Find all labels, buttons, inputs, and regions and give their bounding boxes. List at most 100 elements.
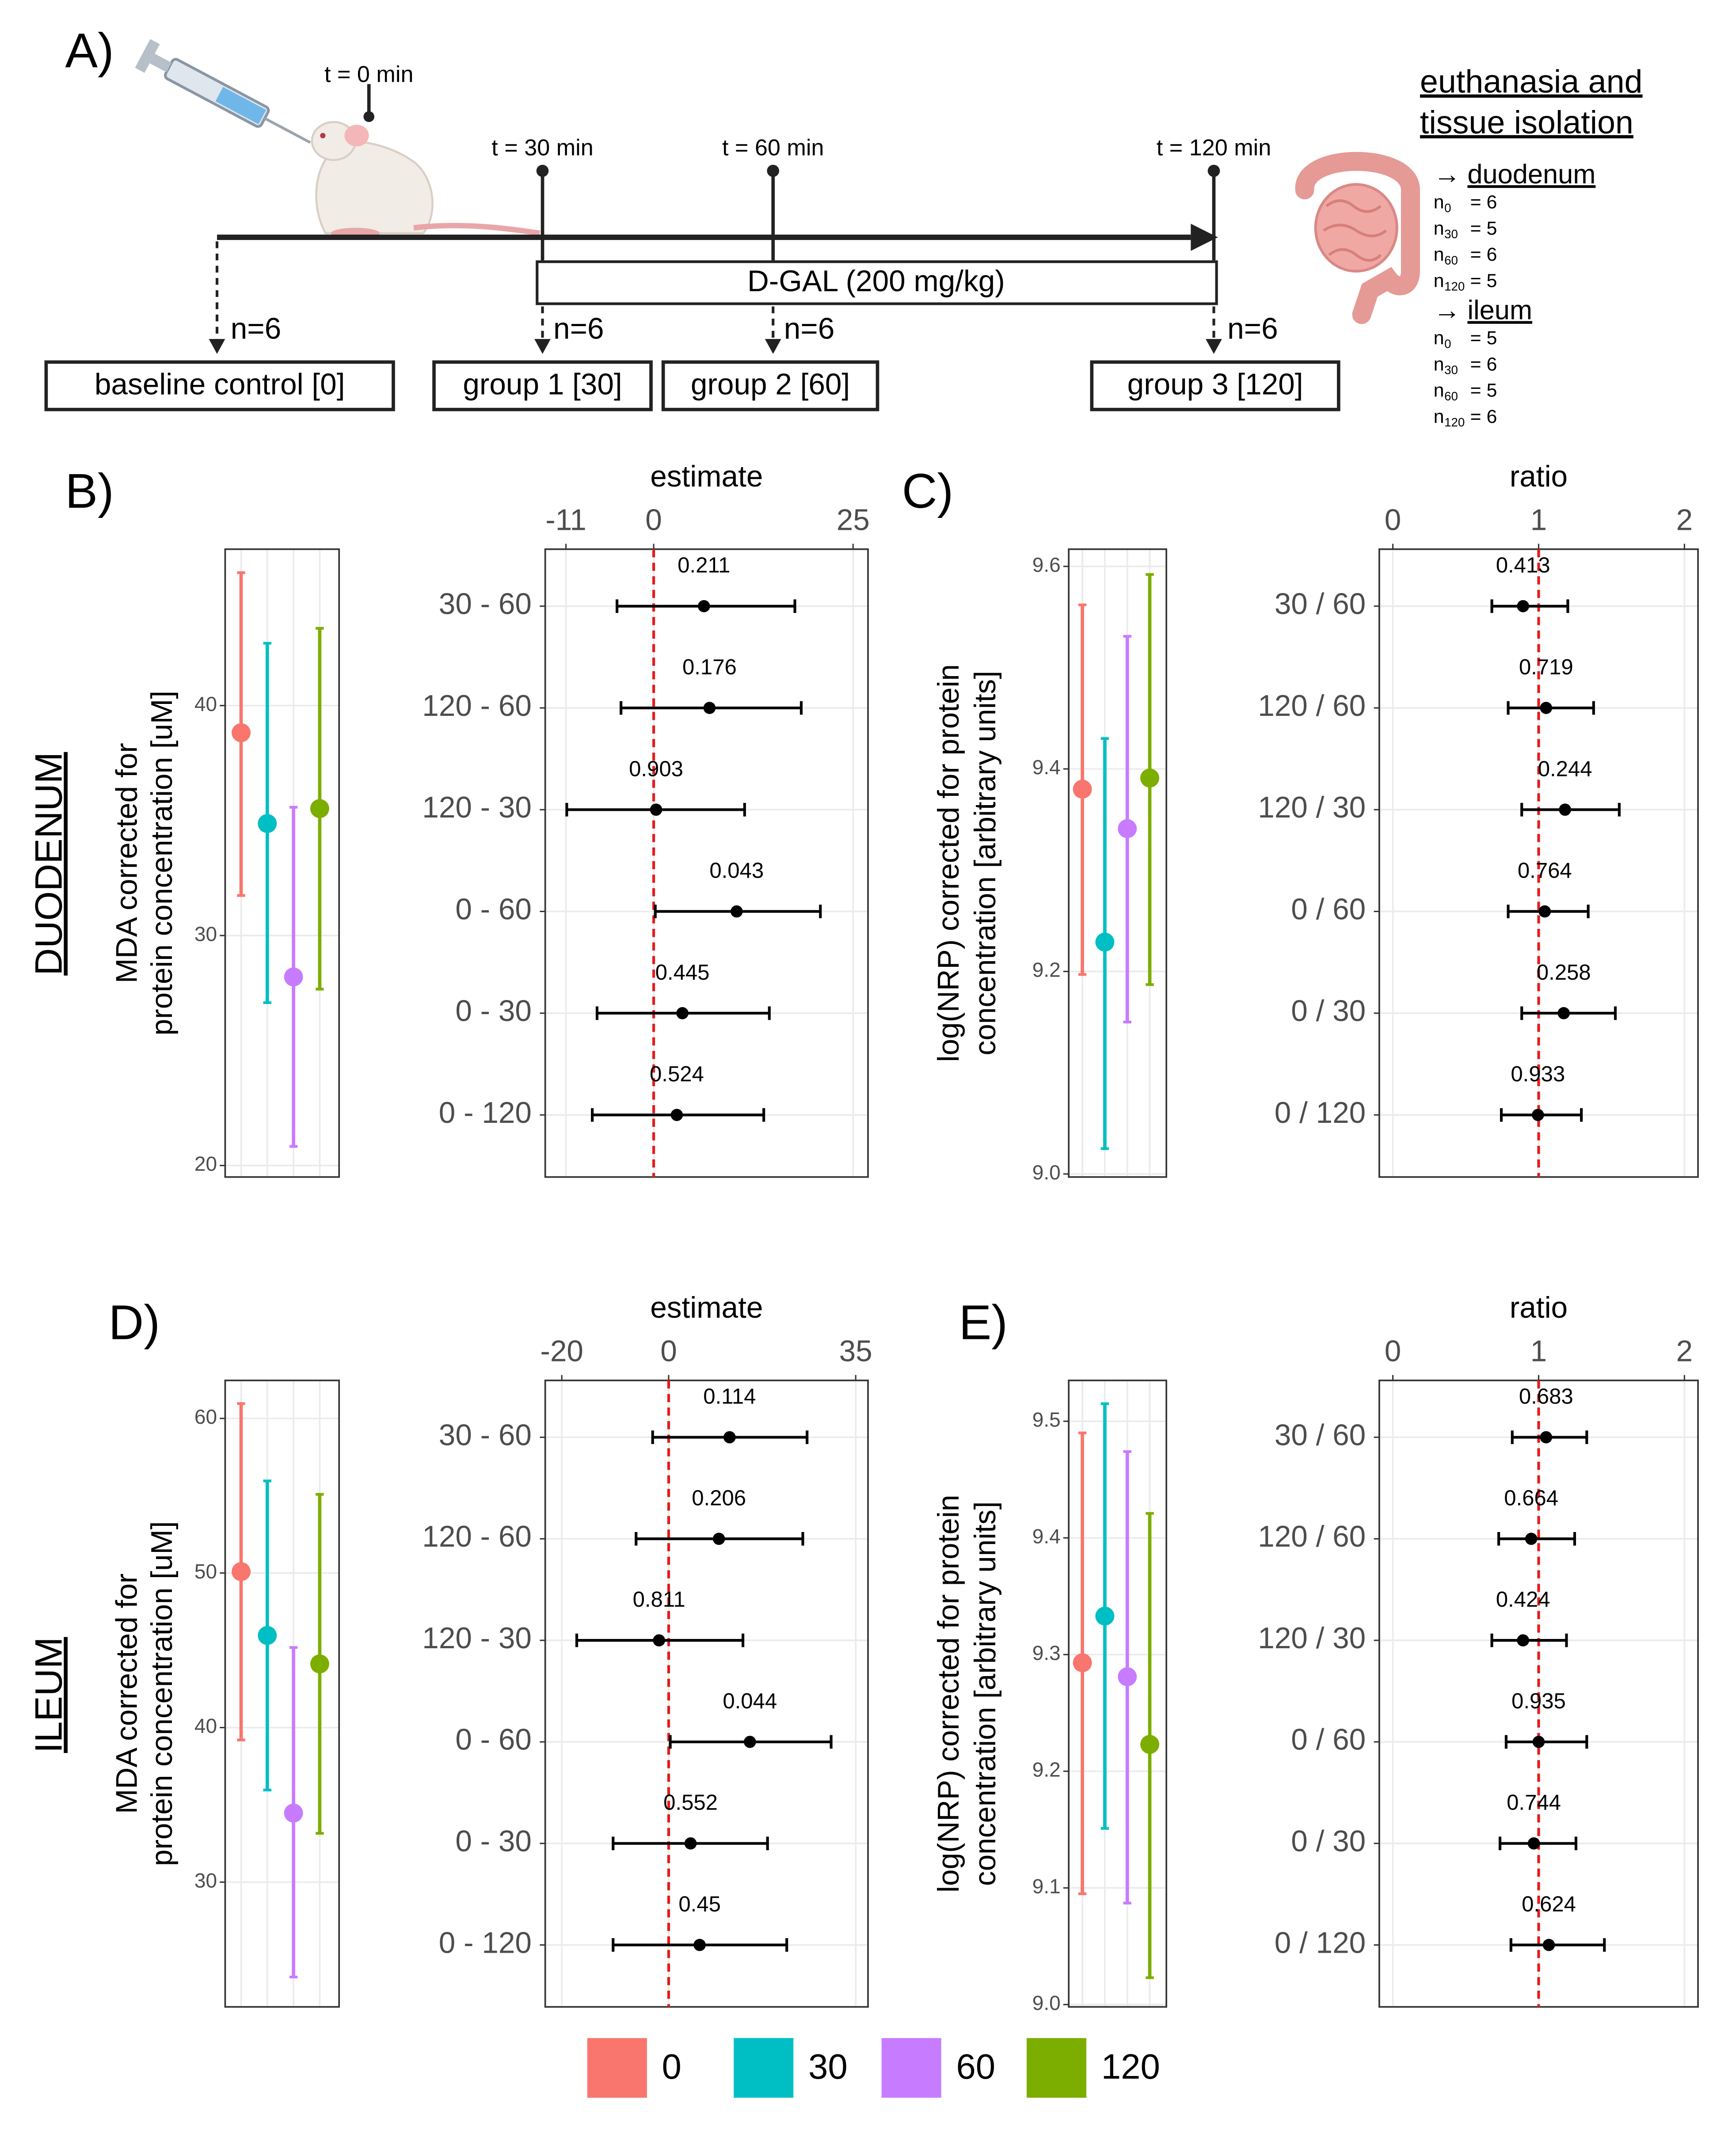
estimate-point <box>703 702 716 714</box>
y-tick-label: 9.5 <box>1032 1408 1061 1431</box>
x-axis-label: estimate <box>650 460 763 493</box>
category-label: 0 / 30 <box>1291 995 1366 1028</box>
panel-background <box>545 1380 868 2007</box>
p-value-label: 0.244 <box>1538 757 1592 781</box>
panel-label: A) <box>65 23 114 78</box>
legend-swatch <box>1027 2038 1087 2098</box>
panel-border <box>224 548 340 1178</box>
legend: 0 30 60 120 <box>587 2038 1160 2098</box>
category-label: 30 - 60 <box>439 588 532 621</box>
panel-background <box>545 549 868 1177</box>
panel-border <box>1068 1380 1167 2008</box>
row-label: DUODENUM <box>27 752 70 976</box>
x-tick-label: 35 <box>839 1335 872 1368</box>
intestine-icon <box>1295 152 1420 324</box>
estimate-point <box>697 600 710 612</box>
estimate-point <box>712 1532 725 1545</box>
section-marker: → <box>1434 295 1461 326</box>
p-value-label: 0.044 <box>723 1689 777 1713</box>
time-label: t = 120 min <box>1157 135 1271 160</box>
y-tick-label: 9.2 <box>1032 1758 1061 1781</box>
mean-point <box>1118 819 1137 838</box>
x-tick-label: 0 <box>645 503 662 536</box>
time-label: t = 30 min <box>491 135 593 160</box>
x-tick-label: 0 <box>1385 1335 1401 1368</box>
y-tick-label: 9.1 <box>1032 1874 1061 1897</box>
y-tick-label: 9.4 <box>1032 1525 1061 1547</box>
legend-swatch <box>734 2038 794 2098</box>
section-name: ileum <box>1467 295 1532 326</box>
mean-point <box>284 967 303 987</box>
y-axis-label: concentration [arbitrary units] <box>969 1502 1002 1886</box>
x-tick-label: 1 <box>1530 503 1547 536</box>
section-marker: → <box>1434 159 1461 190</box>
count-value: = 6 <box>1470 192 1497 213</box>
legend-label: 30 <box>808 2047 848 2086</box>
p-value-label: 0.413 <box>1496 554 1550 578</box>
category-label: 0 - 120 <box>439 1096 532 1129</box>
p-value-label: 0.114 <box>703 1385 756 1409</box>
estimate-point <box>1525 1532 1538 1545</box>
count-sub: 30 <box>1444 363 1458 377</box>
mean-point <box>1073 1653 1092 1673</box>
count-symbol: n <box>1434 270 1444 291</box>
y-tick-label: 20 <box>194 1152 217 1175</box>
category-label: 30 / 60 <box>1275 588 1366 621</box>
count-symbol: n <box>1434 192 1444 213</box>
p-value-label: 0.811 <box>633 1588 685 1612</box>
group-label: group 1 [30] <box>463 368 622 401</box>
category-label: 0 - 120 <box>439 1926 532 1959</box>
x-tick-label: 2 <box>1676 503 1693 536</box>
p-value-label: 0.664 <box>1504 1486 1558 1510</box>
p-value-label: 0.524 <box>650 1062 704 1086</box>
y-tick-label: 50 <box>194 1560 217 1583</box>
count-sub: 0 <box>1444 201 1451 215</box>
x-tick-label: -20 <box>540 1335 583 1368</box>
count-symbol: n <box>1434 218 1444 239</box>
group-n: n=6 <box>231 312 282 346</box>
mean-point <box>258 814 277 833</box>
count-value: = 6 <box>1470 244 1497 265</box>
estimate-point <box>1517 600 1529 612</box>
mean-point <box>232 723 251 742</box>
treatment-label: D-GAL (200 mg/kg) <box>747 265 1005 298</box>
x-tick-label: 2 <box>1676 1335 1693 1368</box>
panel-label: B) <box>65 464 114 518</box>
p-value-label: 0.935 <box>1511 1689 1566 1713</box>
p-value-label: 0.445 <box>655 961 710 985</box>
count-value: = 6 <box>1470 354 1497 375</box>
y-tick-label: 40 <box>194 1715 217 1738</box>
y-tick-label: 30 <box>194 1869 217 1892</box>
mean-point <box>258 1626 277 1645</box>
count-symbol: n <box>1434 380 1444 401</box>
legend-swatch <box>881 2038 941 2098</box>
x-tick-label: 25 <box>837 503 870 536</box>
p-value-label: 0.206 <box>692 1486 746 1510</box>
p-value-label: 0.764 <box>1518 859 1572 883</box>
category-label: 120 / 30 <box>1258 1622 1366 1655</box>
count-value: = 5 <box>1470 218 1497 239</box>
y-axis-label: log(NRP) corrected for protein <box>932 1495 965 1893</box>
p-value-label: 0.744 <box>1507 1791 1561 1815</box>
legend-swatch <box>587 2038 647 2098</box>
y-axis-label: protein concentration [uM] <box>145 1521 179 1866</box>
category-label: 30 / 60 <box>1275 1418 1366 1452</box>
x-tick-label: 1 <box>1530 1335 1547 1368</box>
legend-label: 60 <box>956 2047 995 2086</box>
x-tick-label: -11 <box>545 503 586 536</box>
category-label: 120 - 60 <box>422 1520 532 1553</box>
syringe-icon <box>135 39 311 144</box>
category-label: 0 - 60 <box>455 1723 532 1757</box>
y-tick-label: 9.4 <box>1032 756 1061 779</box>
p-value-label: 0.424 <box>1496 1588 1550 1612</box>
tissue-title: tissue isolation <box>1420 104 1633 141</box>
x-tick-label: 0 <box>1385 503 1401 536</box>
y-axis-label: MDA corrected for <box>110 1574 143 1814</box>
count-symbol: n <box>1434 327 1444 349</box>
legend-label: 120 <box>1101 2047 1160 2086</box>
group-label: group 3 [120] <box>1127 368 1303 401</box>
p-value-label: 0.933 <box>1511 1062 1565 1086</box>
x-axis-label: ratio <box>1510 1291 1568 1324</box>
estimate-point <box>1531 1109 1544 1121</box>
timeline <box>44 84 1340 411</box>
